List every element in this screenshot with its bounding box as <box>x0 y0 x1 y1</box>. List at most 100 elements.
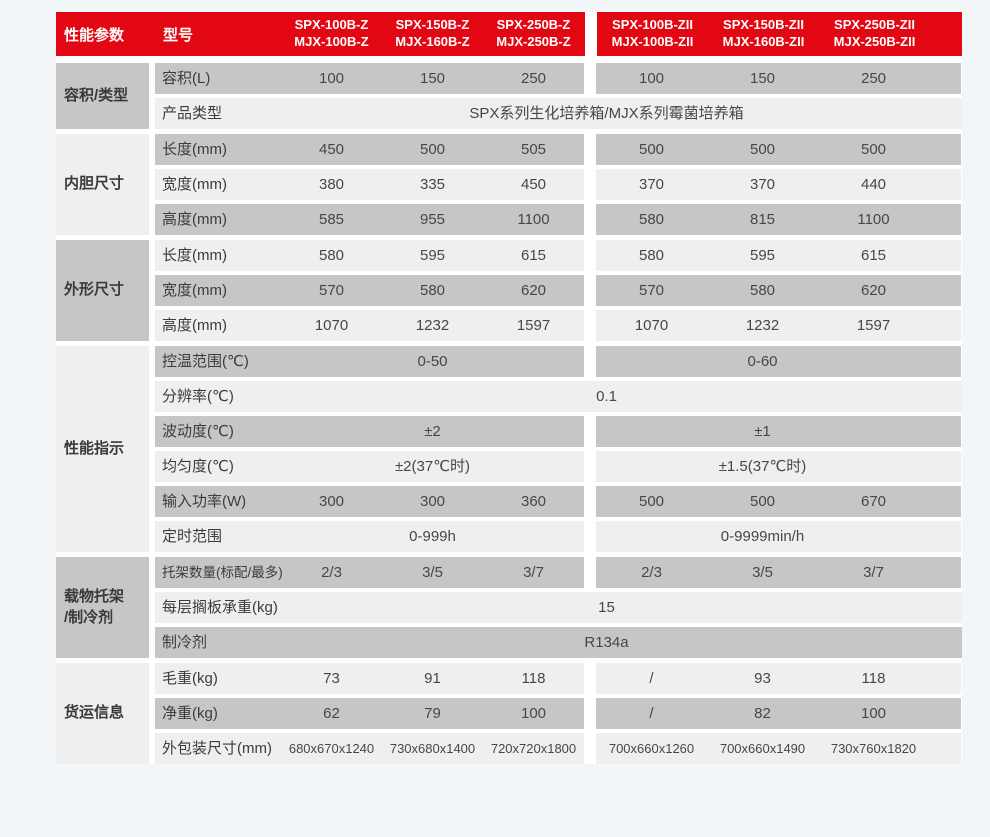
value-cell: 79 <box>424 705 441 722</box>
group-divider <box>584 310 596 341</box>
value-cell: 500 <box>419 141 446 158</box>
value-cell: 3/5 <box>422 564 443 581</box>
value-cell: 670 <box>860 493 887 510</box>
spec-row: 每层搁板承重(kg) 15 <box>155 592 962 623</box>
row-label: 分辨率(℃) <box>162 388 234 405</box>
spec-row: 制冷剂 R134a <box>155 627 962 658</box>
value-cell: 15 <box>598 599 615 616</box>
row-group-zii: 0-60 <box>596 346 961 377</box>
row-label: 宽度(mm) <box>162 282 227 299</box>
category-cell: 载物托架/制冷剂 <box>56 557 149 658</box>
value-cell: 580 <box>638 211 665 228</box>
value-cell: 1597 <box>516 317 551 334</box>
value-cell: 360 <box>520 493 547 510</box>
value-cell: 615 <box>860 247 887 264</box>
section-rows: 容积(L) 100 150 250 100 150 250 产品类型 SPX系列生化培养箱/MJ… <box>155 63 962 129</box>
value-cell: 955 <box>419 211 446 228</box>
row-group-z: 托架数量(标配/最多) 2/3 3/5 3/7 <box>155 557 584 588</box>
value-cell: 0.1 <box>596 388 617 405</box>
row-group-z: 宽度(mm) 380 335 450 <box>155 169 584 200</box>
value-cell: / <box>649 705 654 722</box>
spec-row: 定时范围 0-999h 0-9999min/h <box>155 521 962 552</box>
value-cell: 93 <box>754 670 771 687</box>
row-group-z: 长度(mm) 450 500 505 <box>155 134 584 165</box>
spec-row: 长度(mm) 450 500 505 500 500 500 <box>155 134 962 165</box>
value-cell: 73 <box>323 670 340 687</box>
value-cell: 700x660x1260 <box>608 741 695 756</box>
value-cell: 0-999h <box>409 528 456 545</box>
row-group-z: 控温范围(℃) 0-50 <box>155 346 584 377</box>
col-header-model-6: SPX-250B-ZII MJX-250B-ZII <box>833 17 916 49</box>
spec-row: 宽度(mm) 380 335 450 370 370 440 <box>155 169 962 200</box>
col-header-model-1: SPX-100B-Z MJX-100B-Z <box>294 17 369 49</box>
row-group-z: 波动度(℃) ±2 <box>155 416 584 447</box>
row-label: 净重(kg) <box>162 705 218 722</box>
row-group-zii: ±1 <box>596 416 961 447</box>
value-cell: 2/3 <box>321 564 342 581</box>
value-cell: 580 <box>419 282 446 299</box>
spec-row: 净重(kg) 62 79 100 / 82 100 <box>155 698 962 729</box>
group-divider <box>584 346 596 377</box>
group-divider <box>584 275 596 306</box>
row-group-zii: 2/3 3/5 3/7 <box>596 557 961 588</box>
value-cell: 1100 <box>517 211 550 228</box>
col-header-performance-params: 性能参数 <box>64 26 125 44</box>
value-cell: 3/7 <box>523 564 544 581</box>
col-header-model-5: SPX-150B-ZII MJX-160B-ZII <box>722 17 805 49</box>
spec-row: 宽度(mm) 570 580 620 570 580 620 <box>155 275 962 306</box>
row-group-z: 高度(mm) 1070 1232 1597 <box>155 310 584 341</box>
group-divider <box>584 733 596 764</box>
category-label: 货运信息 <box>64 704 125 722</box>
value-cell: 300 <box>318 493 345 510</box>
group-divider <box>584 451 596 482</box>
value-cell: 580 <box>749 282 776 299</box>
value-cell: 680x670x1240 <box>288 741 375 756</box>
row-group-zii: 570 580 620 <box>596 275 961 306</box>
footnote-line-1: 注:外包装尺寸(长x宽x高)，尺寸长度为设备的左右尺寸，宽度为设备前后尺寸，工作… <box>26 833 966 837</box>
row-group-zii: 100 150 250 <box>596 63 961 94</box>
value-cell: 595 <box>419 247 446 264</box>
value-cell: 505 <box>520 141 547 158</box>
group-divider <box>584 521 596 552</box>
row-label: 每层搁板承重(kg) <box>162 599 278 616</box>
value-cell: 100 <box>318 70 345 87</box>
row-label: 托架数量(标配/最多) <box>162 565 283 580</box>
value-cell: ±2(37℃时) <box>394 458 471 475</box>
value-cell: 100 <box>638 70 665 87</box>
spec-row: 产品类型 SPX系列生化培养箱/MJX系列霉菌培养箱 <box>155 98 962 129</box>
value-cell: 380 <box>318 176 345 193</box>
value-cell: 585 <box>318 211 345 228</box>
value-cell: ±1 <box>754 423 771 440</box>
group-divider <box>584 486 596 517</box>
value-cell: 500 <box>860 141 887 158</box>
row-label: 外包装尺寸(mm) <box>162 740 272 757</box>
value-cell: 1597 <box>856 317 891 334</box>
row-label: 制冷剂 <box>162 634 208 651</box>
value-cell: 580 <box>638 247 665 264</box>
row-group-z: 容积(L) 100 150 250 <box>155 63 584 94</box>
value-cell: 1232 <box>745 317 780 334</box>
value-cell: 450 <box>318 141 345 158</box>
col-header-model: 型号 <box>163 26 194 44</box>
value-cell: 118 <box>861 670 886 687</box>
value-cell: 150 <box>419 70 446 87</box>
row-group-zii: 500 500 670 <box>596 486 961 517</box>
row-label: 高度(mm) <box>162 317 227 334</box>
spec-row: 分辨率(℃) 0.1 <box>155 381 962 412</box>
value-cell: R134a <box>584 634 629 651</box>
spec-row: 外包装尺寸(mm) 680x670x1240 730x680x1400 720x720… <box>155 733 962 764</box>
spec-table: 性能参数 型号 SPX-100B-Z MJX-100B-Z SPX-150B-Z M… <box>56 12 962 764</box>
table-body: 容积/类型 容积(L) 100 150 250 100 150 250 产品类型 SPX系列生化培… <box>56 63 962 764</box>
spec-row: 波动度(℃) ±2 ±1 <box>155 416 962 447</box>
value-cell: 91 <box>424 670 441 687</box>
spec-section: 容积/类型 容积(L) 100 150 250 100 150 250 产品类型 SPX系列生化培… <box>56 63 962 129</box>
category-cell: 容积/类型 <box>56 63 149 129</box>
value-cell: 335 <box>419 176 446 193</box>
spec-row: 输入功率(W) 300 300 360 500 500 670 <box>155 486 962 517</box>
row-label: 均匀度(℃) <box>162 458 234 475</box>
value-cell: 620 <box>860 282 887 299</box>
section-rows: 长度(mm) 450 500 505 500 500 500 宽度(mm) 380 335 450 3… <box>155 134 962 235</box>
value-cell: 3/5 <box>752 564 773 581</box>
value-cell: 118 <box>521 670 546 687</box>
row-group-z: 高度(mm) 585 955 1100 <box>155 204 584 235</box>
